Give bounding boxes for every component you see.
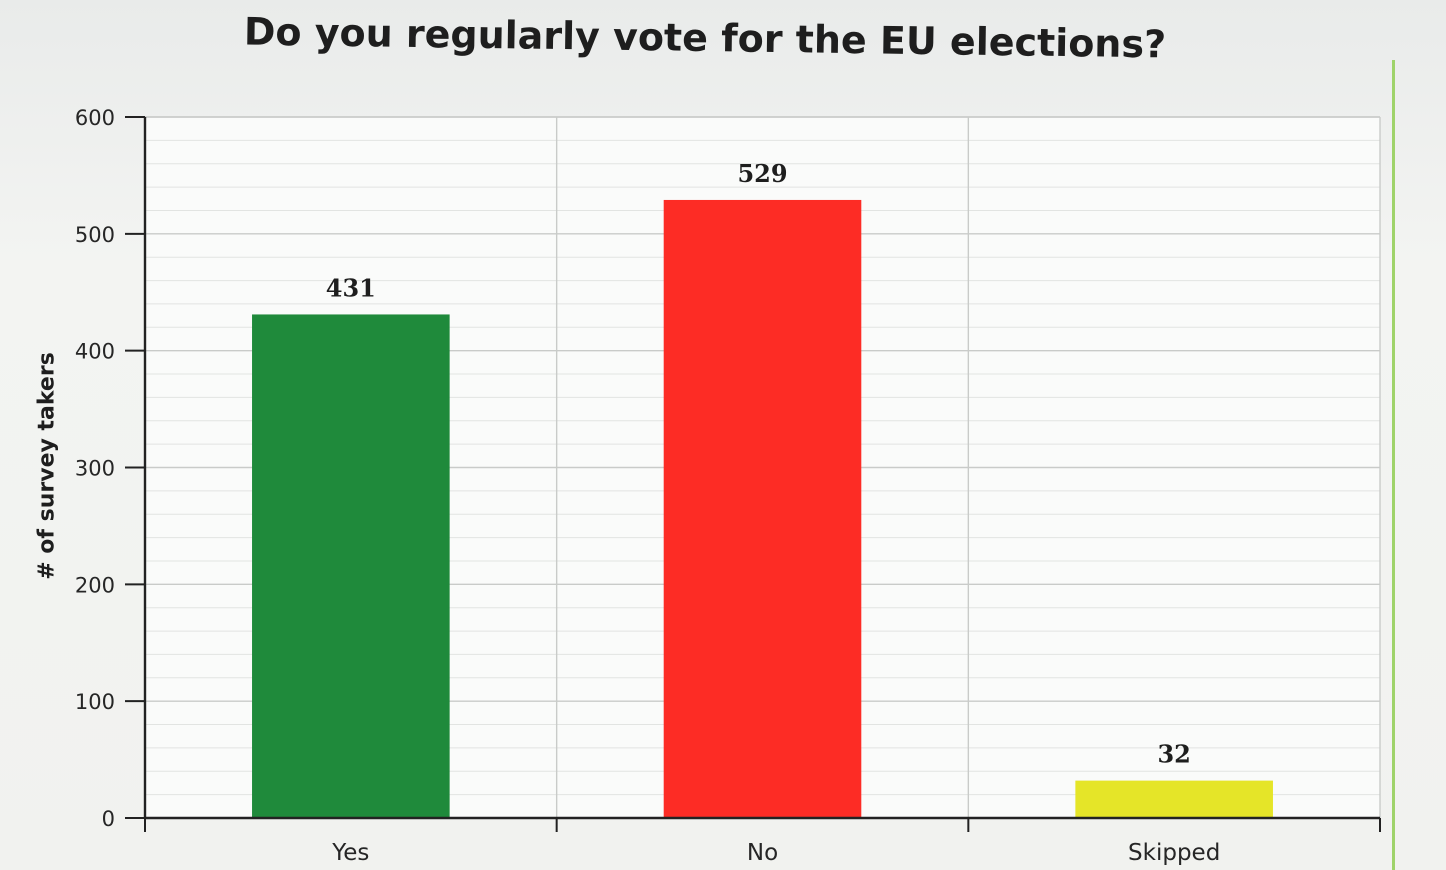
bar-yes xyxy=(252,314,450,818)
y-tick-label: 600 xyxy=(75,106,115,130)
page-edge-line xyxy=(1392,60,1395,870)
labels: 0 100 200 300 400 500 600 431 Yes 529 No 32 Skipped xyxy=(75,106,1220,866)
value-label: 32 xyxy=(1157,740,1190,769)
bar-no xyxy=(663,199,862,818)
category-label: Skipped xyxy=(1128,840,1220,866)
value-label: 431 xyxy=(326,273,376,302)
y-tick-label: 200 xyxy=(75,573,115,597)
y-tick-label: 500 xyxy=(75,223,115,247)
y-tick-label: 0 xyxy=(102,807,115,831)
y-tick-label: 100 xyxy=(75,690,115,714)
category-label: No xyxy=(747,840,778,866)
category-label: Yes xyxy=(331,840,369,866)
value-label: 529 xyxy=(737,159,787,188)
bar-skipped xyxy=(1075,780,1273,818)
y-tick-label: 400 xyxy=(75,340,115,364)
bars xyxy=(252,199,1273,818)
axes xyxy=(125,116,1381,832)
y-tick-label: 300 xyxy=(75,457,115,481)
